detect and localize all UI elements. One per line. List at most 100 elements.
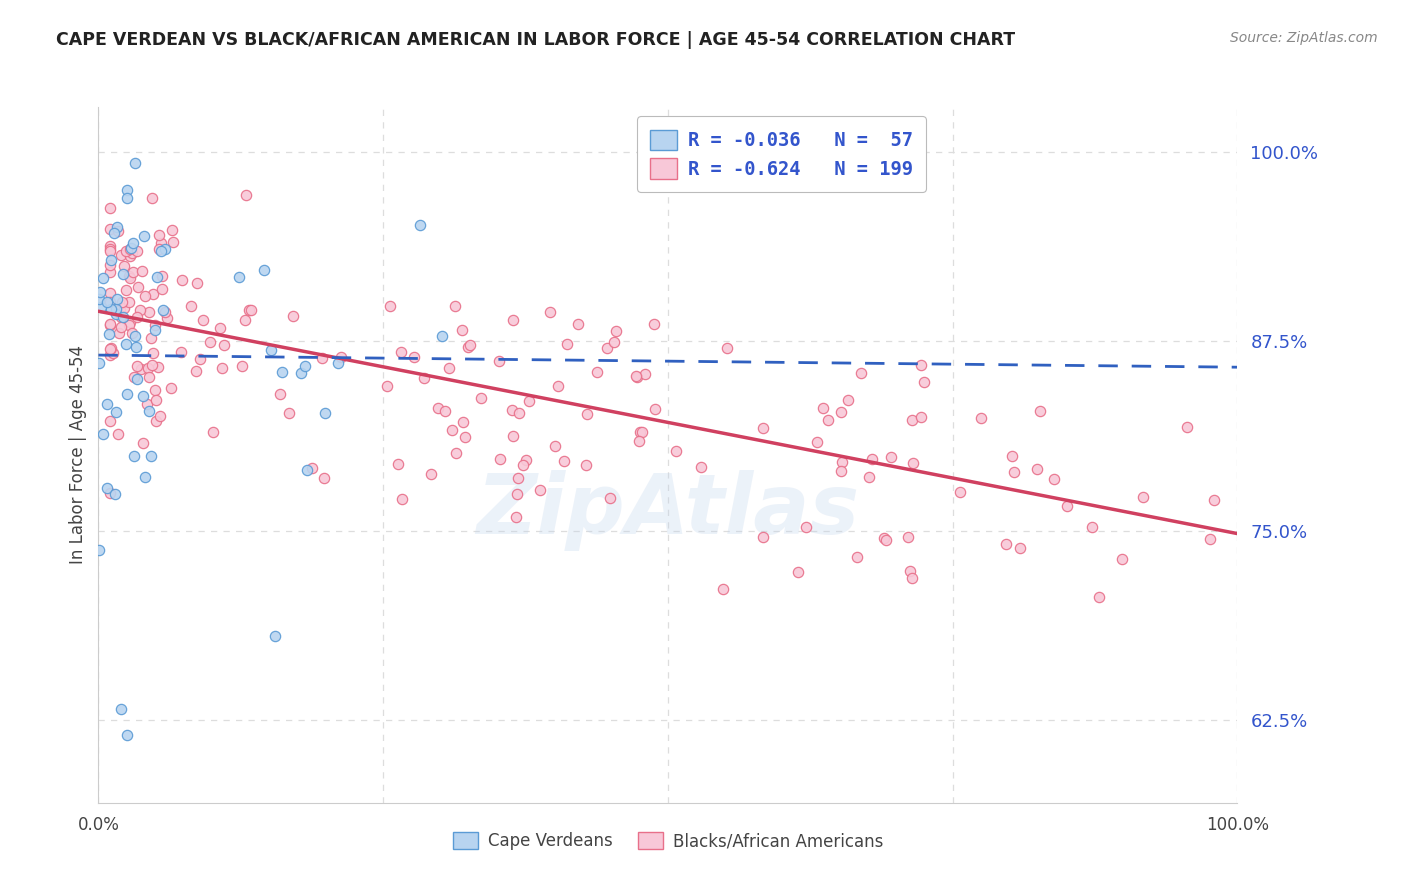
Point	[900, 571, 922, 585]
Point	[115, 244, 138, 258]
Point	[160, 222, 183, 236]
Point	[634, 367, 657, 381]
Point	[1111, 552, 1133, 566]
Point	[121, 264, 143, 278]
Point	[1056, 500, 1078, 514]
Point	[118, 268, 141, 283]
Point	[124, 328, 146, 343]
Point	[1028, 404, 1050, 418]
Point	[98, 486, 121, 500]
Point	[752, 530, 775, 544]
Point	[898, 565, 921, 579]
Point	[115, 183, 138, 197]
Point	[193, 313, 215, 327]
Point	[875, 533, 897, 547]
Point	[98, 258, 121, 272]
Point	[105, 405, 128, 419]
Point	[387, 457, 409, 471]
Point	[121, 326, 143, 340]
Point	[112, 259, 135, 273]
Point	[180, 299, 202, 313]
Point	[796, 520, 818, 534]
Point	[104, 301, 127, 316]
Point	[538, 304, 561, 318]
Point	[150, 282, 173, 296]
Point	[110, 247, 132, 261]
Point	[846, 549, 869, 564]
Point	[375, 378, 398, 392]
Point	[627, 434, 650, 448]
Point	[138, 404, 160, 418]
Point	[139, 331, 162, 345]
Point	[441, 423, 464, 437]
Point	[1043, 472, 1066, 486]
Point	[290, 366, 312, 380]
Point	[830, 405, 852, 419]
Point	[98, 326, 121, 341]
Point	[98, 318, 121, 332]
Point	[138, 370, 160, 384]
Point	[488, 354, 510, 368]
Point	[806, 435, 828, 450]
Point	[89, 543, 111, 558]
Point	[1088, 590, 1111, 604]
Y-axis label: In Labor Force | Age 45-54: In Labor Force | Age 45-54	[69, 345, 87, 565]
Point	[125, 340, 148, 354]
Point	[235, 188, 257, 202]
Point	[98, 238, 121, 252]
Point	[512, 458, 534, 472]
Point	[91, 271, 114, 285]
Point	[107, 426, 129, 441]
Point	[402, 350, 425, 364]
Point	[1008, 541, 1031, 556]
Point	[1026, 462, 1049, 476]
Point	[626, 370, 648, 384]
Point	[644, 402, 666, 417]
Point	[238, 303, 260, 318]
Point	[585, 365, 607, 379]
Point	[873, 531, 896, 545]
Point	[544, 439, 567, 453]
Point	[127, 279, 149, 293]
Point	[235, 312, 257, 326]
Point	[505, 487, 527, 501]
Point	[141, 191, 163, 205]
Point	[901, 413, 924, 427]
Point	[391, 491, 413, 506]
Point	[143, 323, 166, 337]
Point	[162, 235, 184, 249]
Point	[100, 341, 122, 355]
Point	[910, 410, 932, 425]
Point	[89, 292, 111, 306]
Point	[1002, 465, 1025, 479]
Point	[1175, 420, 1198, 434]
Point	[1132, 490, 1154, 504]
Point	[451, 323, 474, 337]
Point	[129, 362, 152, 376]
Point	[330, 351, 353, 365]
Point	[460, 338, 482, 352]
Point	[830, 464, 852, 478]
Point	[120, 249, 142, 263]
Point	[146, 269, 169, 284]
Point	[121, 236, 143, 251]
Point	[505, 510, 527, 524]
Point	[141, 358, 163, 372]
Point	[127, 372, 149, 386]
Point	[434, 403, 457, 417]
Point	[439, 361, 461, 376]
Point	[488, 452, 510, 467]
Point	[575, 458, 598, 472]
Point	[127, 244, 149, 259]
Point	[150, 244, 173, 258]
Point	[752, 421, 775, 435]
Point	[136, 397, 159, 411]
Point	[125, 310, 148, 324]
Point	[120, 271, 142, 285]
Point	[506, 471, 529, 485]
Point	[148, 359, 170, 374]
Point	[879, 450, 901, 464]
Point	[124, 156, 146, 170]
Point	[107, 224, 129, 238]
Point	[122, 449, 145, 463]
